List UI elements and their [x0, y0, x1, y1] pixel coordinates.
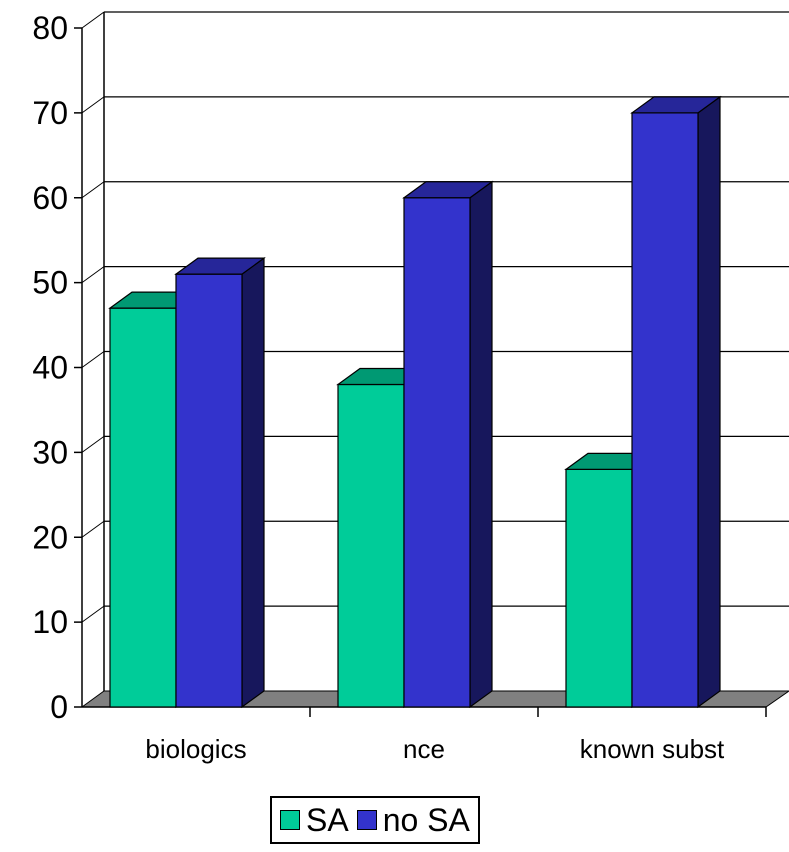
x-tick-label: nce — [403, 734, 445, 764]
bar-sa — [337, 383, 405, 708]
y-tick-label: 70 — [32, 95, 68, 131]
gridline-side — [81, 435, 105, 453]
bar-chart: 0 10 20 30 40 50 60 70 80 biologics nce known subst — [32, 10, 789, 764]
bar-sa — [565, 468, 633, 708]
gridline-side — [81, 520, 105, 538]
bar-no-sa — [403, 197, 471, 708]
gridline-side — [81, 11, 105, 29]
legend-label-no-sa: no SA — [382, 802, 470, 838]
gridline-side — [81, 351, 105, 368]
bar-side-no-sa — [469, 180, 493, 709]
y-tick-label: 60 — [32, 180, 68, 216]
y-tick-label: 0 — [50, 689, 68, 725]
legend-label-sa: SA — [306, 802, 349, 838]
bar-top-no-sa — [402, 181, 494, 199]
bar-side-no-sa — [241, 256, 265, 709]
y-tick-label: 20 — [32, 519, 68, 555]
y-tick-label: 80 — [32, 10, 68, 46]
gridline-side — [81, 181, 105, 199]
bar-no-sa — [631, 112, 699, 708]
gridline-side — [81, 266, 105, 284]
gridline-side — [81, 96, 105, 114]
legend-item-no-sa: no SA — [356, 802, 470, 838]
legend-swatch-sa — [280, 810, 300, 830]
x-tick-label: known subst — [580, 734, 725, 764]
bar-side-no-sa — [697, 95, 721, 709]
bar-sa — [109, 307, 177, 708]
bar-no-sa — [175, 273, 243, 708]
legend: SA no SA — [270, 796, 480, 844]
bar-top-no-sa — [174, 257, 266, 275]
x-tick-label: biologics — [145, 734, 246, 764]
legend-swatch-no-sa — [356, 810, 377, 830]
legend-item-sa: SA — [280, 802, 349, 838]
bar-top-no-sa — [630, 96, 722, 114]
y-tick-label: 30 — [32, 434, 68, 470]
gridline-side — [81, 605, 105, 623]
y-tick-label: 10 — [32, 604, 68, 640]
y-tick-label: 40 — [32, 350, 68, 386]
y-tick-label: 50 — [32, 265, 68, 301]
